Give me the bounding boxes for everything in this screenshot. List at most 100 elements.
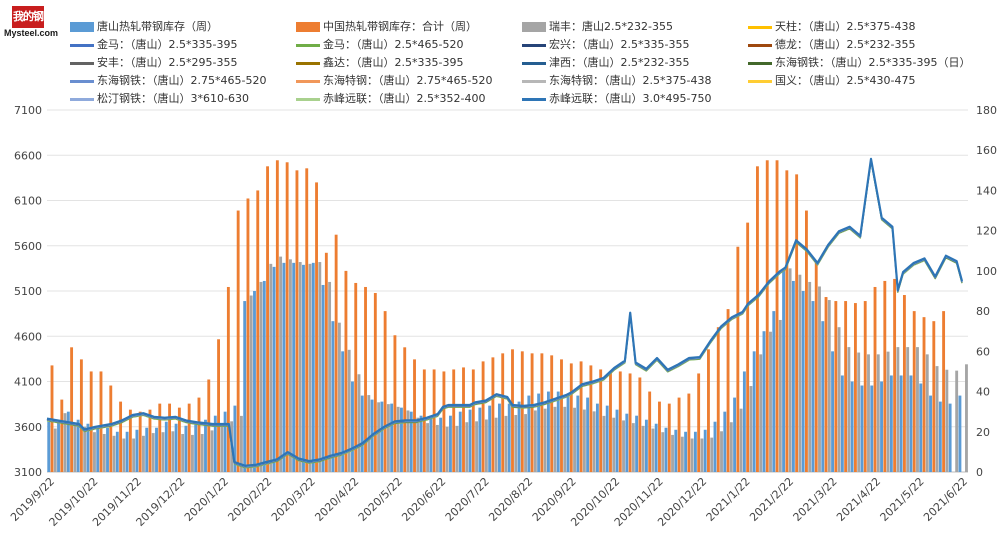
bar: [63, 413, 67, 472]
bar: [599, 369, 603, 472]
y-right-tick-label: 40: [976, 386, 990, 399]
bar: [266, 166, 269, 473]
bar: [533, 410, 537, 472]
legend-swatch: [522, 22, 546, 32]
bar: [902, 295, 906, 472]
bar: [925, 354, 929, 472]
bar: [452, 369, 456, 472]
y-right-tick-label: 180: [976, 104, 997, 117]
bar: [445, 426, 449, 472]
bar: [295, 170, 299, 472]
bar: [285, 162, 289, 472]
bar: [504, 415, 508, 472]
bar: [556, 391, 560, 472]
bar: [119, 401, 123, 472]
bar: [413, 359, 416, 472]
bar: [805, 210, 808, 473]
bar: [566, 393, 570, 472]
bar: [631, 423, 635, 472]
y-right-tick-label: 80: [976, 305, 990, 318]
bar: [99, 371, 103, 472]
bar: [592, 411, 596, 472]
bar: [576, 395, 580, 472]
bar: [220, 426, 224, 472]
bar: [96, 425, 100, 472]
y-left-tick-label: 6600: [14, 149, 42, 162]
bar: [791, 280, 795, 472]
bar: [354, 282, 358, 472]
bar: [475, 421, 479, 472]
bar: [648, 391, 652, 472]
bar: [282, 262, 286, 472]
bar: [729, 422, 733, 472]
y-right-tick-label: 0: [976, 466, 983, 479]
bar: [226, 286, 230, 472]
bar: [318, 262, 322, 472]
bar: [390, 403, 394, 472]
bar: [560, 359, 563, 472]
bar: [494, 417, 498, 472]
bar: [468, 409, 472, 472]
bar: [76, 419, 80, 472]
bar: [821, 321, 825, 472]
bar: [693, 431, 697, 472]
bar: [324, 252, 328, 472]
bar: [723, 411, 727, 472]
bar: [759, 354, 763, 472]
bar: [308, 263, 312, 472]
bar: [455, 425, 459, 472]
legend-label: 金马：（唐山）2.5*335-395: [97, 38, 238, 51]
legend-swatch: [296, 22, 320, 32]
legend-swatch: [522, 97, 546, 101]
legend-item: 宏兴：（唐山）2.5*335-355: [522, 36, 689, 54]
bar: [948, 403, 952, 472]
logo-mark: 我的钢铁: [12, 6, 44, 45]
bar: [341, 351, 345, 472]
bar: [151, 433, 155, 472]
bar: [501, 353, 505, 472]
bar: [687, 393, 691, 472]
bar: [906, 347, 910, 472]
legend-swatch: [70, 43, 94, 47]
bar: [742, 371, 746, 472]
legend-swatch: [296, 61, 320, 65]
bar: [546, 391, 550, 472]
y-right-tick-label: 100: [976, 265, 997, 278]
bar: [249, 295, 253, 472]
bar: [328, 281, 332, 472]
x-tick-label: 2021/5/22: [878, 475, 927, 524]
bar: [628, 373, 632, 472]
bar: [870, 385, 874, 472]
x-tick-label: 2020/4/22: [312, 475, 361, 524]
legend-swatch: [296, 79, 320, 83]
bar: [200, 433, 204, 472]
bar: [602, 415, 606, 472]
bar: [857, 352, 861, 472]
bar: [194, 423, 198, 472]
bar: [367, 395, 371, 472]
bar: [357, 374, 361, 472]
bar: [155, 427, 158, 472]
bar: [347, 349, 351, 472]
bar: [880, 381, 883, 472]
bar: [269, 263, 273, 472]
bar: [674, 429, 678, 472]
bar: [785, 170, 789, 472]
bar: [703, 429, 707, 472]
bar: [292, 262, 296, 472]
bar: [462, 367, 465, 472]
legend-item: 赤峰远联：（唐山）3.0*495-750: [522, 90, 711, 108]
bar: [912, 311, 916, 472]
legend-label: 宏兴：（唐山）2.5*335-355: [549, 38, 690, 51]
bar: [909, 375, 913, 472]
x-tick-label: 2021/6/22: [921, 475, 970, 524]
bar: [932, 321, 936, 472]
bar: [344, 270, 348, 472]
bar: [716, 327, 720, 472]
bar: [844, 301, 848, 472]
bar: [288, 259, 292, 472]
bar: [700, 438, 704, 472]
bar: [109, 385, 113, 472]
bar: [615, 409, 619, 472]
legend-swatch: [748, 25, 772, 29]
